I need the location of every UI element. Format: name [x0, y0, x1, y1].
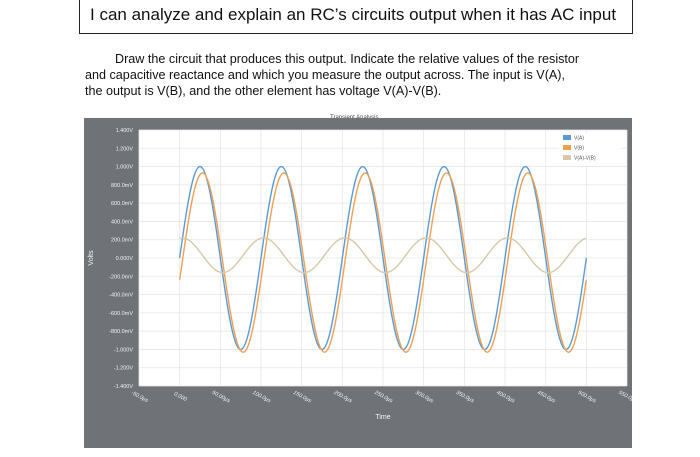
x-tick-label: 400.0µs — [495, 390, 515, 405]
x-tick-label: 200.0µs — [332, 389, 353, 404]
legend-entry: V(A) — [574, 136, 584, 142]
x-tick-label: 500.0µs — [577, 390, 597, 405]
prompt-line-1: Draw the circuit that produces this outp… — [115, 52, 580, 66]
y-axis-label: Volts — [88, 250, 95, 266]
y-tick-label: -600.0mV — [109, 311, 133, 317]
y-tick-label: -1.200V — [114, 366, 134, 372]
y-tick-label: 200.0mV — [111, 238, 133, 244]
x-tick-label: 550.0µs — [617, 390, 632, 405]
y-tick-label: -400.0mV — [109, 293, 133, 299]
question-prompt: Draw the circuit that produces this outp… — [85, 51, 655, 99]
legend-entry: V(B) — [574, 146, 584, 152]
chart-figure: 1.400V 1.200V 1.000V 800.0mV 600.0mV 400.0mV 2… — [84, 118, 638, 448]
series-line-2 — [179, 237, 587, 274]
x-tick-label: 0.000 — [173, 391, 189, 403]
x-tick-label: 450.0µs — [536, 390, 556, 405]
y-tick-label: 800.0mV — [111, 183, 133, 189]
y-tick-label: 600.0mV — [111, 201, 133, 207]
x-tick-label: 50.00µs — [211, 390, 231, 405]
y-tick-label: -800.0mV — [109, 329, 133, 335]
y-tick-label: -200.0mV — [109, 274, 133, 280]
series-line-0 — [178, 165, 588, 351]
prompt-line-3: the output is V(B), and the other elemen… — [85, 84, 442, 98]
y-tick-label: -1.400V — [114, 384, 134, 390]
y-tick-label: -1.000V — [114, 347, 134, 353]
series-line-1 — [178, 172, 588, 353]
y-tick-label: 1.000V — [116, 165, 134, 171]
learning-objective: I can analyze and explain an RC’s circui… — [79, 0, 633, 34]
legend-entry: V(A)-V(B) — [574, 156, 596, 162]
y-tick-label: 1.400V — [116, 128, 134, 134]
x-tick-label: 150.0µs — [292, 390, 312, 405]
x-tick-label: 300.0µs — [414, 390, 434, 405]
prompt-line-2: and capacitive reactance and which you m… — [85, 68, 565, 82]
x-axis-label: Time — [375, 414, 390, 421]
y-tick-label: 400.0mV — [111, 219, 133, 225]
transient-chart: 1.400V 1.200V 1.000V 800.0mV 600.0mV 400.0mV 2… — [88, 128, 638, 421]
x-tick-label: 100.0µs — [251, 390, 271, 405]
legend-swatch — [563, 145, 571, 150]
legend-swatch — [563, 155, 571, 160]
legend-swatch — [563, 135, 571, 140]
y-tick-label: 0.000V — [116, 256, 134, 262]
y-tick-label: 1.200V — [116, 146, 134, 152]
x-tick-label: -50.0µs — [130, 390, 149, 404]
x-tick-label: 350.0µs — [455, 390, 475, 405]
x-tick-label: 250.0µs — [372, 389, 393, 404]
